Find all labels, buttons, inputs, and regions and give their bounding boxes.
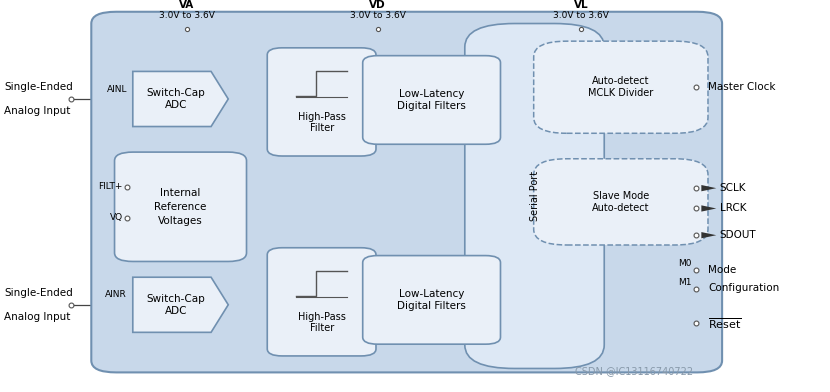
- Text: Switch-Cap
ADC: Switch-Cap ADC: [146, 88, 205, 110]
- Text: 3.0V to 3.6V: 3.0V to 3.6V: [553, 11, 609, 20]
- Text: 3.0V to 3.6V: 3.0V to 3.6V: [159, 11, 215, 20]
- Text: Single-Ended: Single-Ended: [4, 288, 73, 298]
- Text: 3.0V to 3.6V: 3.0V to 3.6V: [349, 11, 406, 20]
- Text: AINR: AINR: [105, 290, 127, 299]
- Text: VQ: VQ: [110, 213, 123, 222]
- Text: Auto-detect
MCLK Divider: Auto-detect MCLK Divider: [588, 76, 653, 98]
- FancyBboxPatch shape: [115, 152, 247, 261]
- Text: Switch-Cap
ADC: Switch-Cap ADC: [146, 294, 205, 316]
- FancyBboxPatch shape: [363, 56, 500, 144]
- Text: M0: M0: [678, 259, 691, 268]
- FancyBboxPatch shape: [534, 41, 708, 133]
- Polygon shape: [133, 71, 228, 127]
- Text: Analog Input: Analog Input: [4, 106, 71, 116]
- Text: High-Pass
Filter: High-Pass Filter: [298, 312, 345, 333]
- Polygon shape: [133, 277, 228, 332]
- Text: CSDN @IC13116740722: CSDN @IC13116740722: [575, 366, 693, 376]
- Text: Serial Port: Serial Port: [530, 171, 540, 221]
- Polygon shape: [701, 185, 716, 191]
- Text: VA: VA: [179, 0, 194, 10]
- FancyBboxPatch shape: [267, 248, 376, 356]
- Text: $\overline{\rm Reset}$: $\overline{\rm Reset}$: [708, 316, 741, 331]
- Text: VL: VL: [574, 0, 588, 10]
- FancyBboxPatch shape: [267, 48, 376, 156]
- Text: FILT+: FILT+: [99, 182, 123, 191]
- FancyBboxPatch shape: [534, 159, 708, 245]
- Text: Slave Mode
Auto-detect: Slave Mode Auto-detect: [592, 191, 650, 213]
- Text: High-Pass
Filter: High-Pass Filter: [298, 112, 345, 133]
- Text: VD: VD: [369, 0, 386, 10]
- Text: AINL: AINL: [106, 85, 127, 94]
- Text: Low-Latency
Digital Filters: Low-Latency Digital Filters: [398, 289, 466, 311]
- FancyBboxPatch shape: [91, 12, 722, 372]
- Text: Analog Input: Analog Input: [4, 312, 71, 321]
- Text: Mode: Mode: [708, 265, 736, 276]
- Polygon shape: [701, 232, 716, 238]
- FancyBboxPatch shape: [363, 256, 500, 344]
- FancyBboxPatch shape: [465, 24, 604, 368]
- Text: SDOUT: SDOUT: [720, 230, 756, 240]
- Polygon shape: [701, 205, 716, 212]
- Text: Master Clock: Master Clock: [708, 82, 775, 92]
- Text: LRCK: LRCK: [720, 203, 746, 214]
- Text: SCLK: SCLK: [720, 183, 746, 193]
- Text: M1: M1: [678, 278, 691, 287]
- Text: Configuration: Configuration: [708, 283, 779, 293]
- Text: Single-Ended: Single-Ended: [4, 82, 73, 92]
- Text: Low-Latency
Digital Filters: Low-Latency Digital Filters: [398, 89, 466, 111]
- Text: Internal
Reference
Voltages: Internal Reference Voltages: [154, 188, 207, 226]
